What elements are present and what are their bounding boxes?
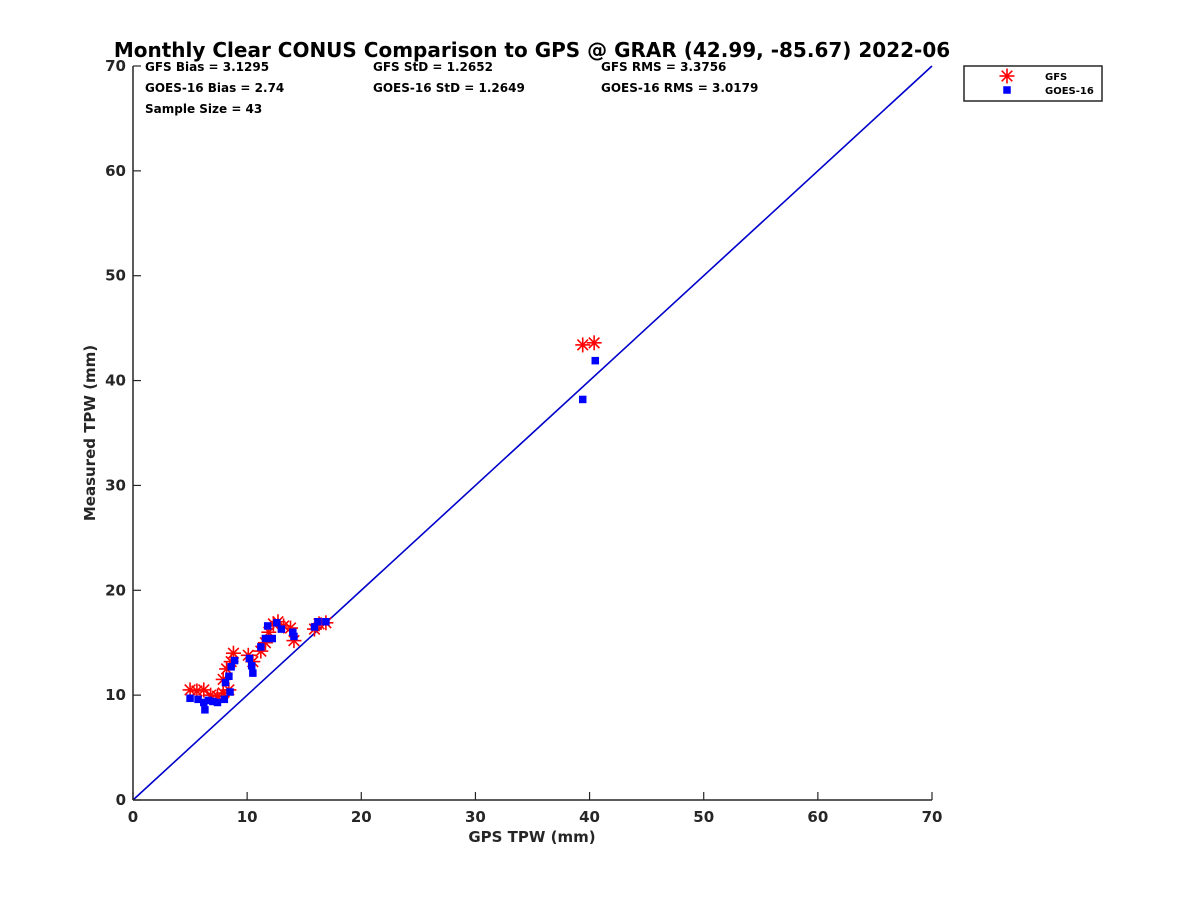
x-tick-label: 10 [237, 808, 258, 826]
goes16-point [221, 678, 230, 687]
goes16-point [322, 617, 330, 626]
gfs-point [196, 682, 212, 698]
x-tick-label: 40 [579, 808, 600, 826]
stat-text: GFS Bias = 3.1295 [145, 60, 269, 74]
goes16-point [200, 698, 208, 707]
series-goes-16 [186, 356, 600, 714]
plot-area [132, 65, 933, 801]
x-tick-label: 30 [465, 808, 486, 826]
y-axis-label: Measured TPW (mm) [81, 345, 99, 521]
goes16-point [290, 632, 298, 641]
goes16-point [220, 695, 229, 704]
goes16-point [227, 663, 235, 671]
goes16-point [226, 688, 234, 696]
stat-text: GOES-16 RMS = 3.0179 [601, 81, 758, 95]
stats-block: GFS Bias = 3.1295 GFS StD = 1.2652 GFS RMS… [145, 60, 758, 116]
chart-title: Monthly Clear CONUS Comparison to GPS @ … [114, 38, 950, 62]
stat-text: GFS StD = 1.2652 [373, 60, 493, 74]
series-gfs [182, 335, 602, 704]
goes16-point [230, 656, 239, 665]
legend-gfs-marker [999, 68, 1015, 84]
y-tick-label: 20 [105, 581, 126, 599]
stat-text: GOES-16 StD = 1.2649 [373, 81, 525, 95]
y-tick-label: 0 [116, 791, 126, 809]
goes16-point [186, 694, 194, 703]
goes16-point [245, 654, 254, 663]
goes16-point [310, 623, 319, 631]
y-tick-label: 40 [105, 372, 126, 390]
goes16-point [225, 672, 233, 681]
goes16-point [213, 698, 222, 707]
legend: GFS GOES-16 [963, 65, 1103, 102]
y-tick-label: 50 [105, 267, 126, 285]
legend-goes16-marker [1003, 86, 1011, 94]
x-axis-label: GPS TPW (mm) [468, 828, 595, 846]
goes16-point [261, 634, 270, 643]
goes16-point [263, 622, 272, 630]
gfs-point [575, 337, 591, 353]
goes16-point [201, 706, 209, 714]
y-tick-label: 70 [105, 57, 126, 75]
x-tick-label: 0 [128, 808, 138, 826]
goes16-point [277, 625, 286, 633]
x-tick-label: 70 [922, 808, 943, 826]
y-tick-label: 60 [105, 162, 126, 180]
stat-text: GOES-16 Bias = 2.74 [145, 81, 284, 95]
y-tick-label: 30 [105, 476, 126, 494]
goes16-point [209, 697, 217, 706]
goes16-point [314, 617, 322, 626]
goes16-point [247, 662, 256, 670]
legend-gfs-label: GFS [1045, 72, 1067, 83]
y-tick-label: 10 [105, 686, 126, 704]
goes16-point [204, 696, 213, 705]
stat-text: GFS RMS = 3.3756 [601, 60, 726, 74]
goes16-point [591, 356, 600, 365]
reference-line-1to1 [132, 65, 933, 801]
goes16-point [257, 643, 265, 651]
legend-goes16-label: GOES-16 [1045, 86, 1094, 97]
goes16-point [249, 669, 257, 677]
axes: 0 10 20 30 40 50 60 70 0 10 20 30 40 50 60 70 [105, 57, 942, 826]
goes16-point [578, 395, 587, 404]
goes16-point [289, 628, 297, 636]
x-tick-label: 50 [693, 808, 714, 826]
goes16-point [268, 634, 277, 643]
goes16-point [194, 695, 202, 704]
stat-text: Sample Size = 43 [145, 102, 262, 116]
goes16-point [273, 619, 281, 627]
x-tick-label: 60 [807, 808, 828, 826]
x-tick-label: 20 [351, 808, 372, 826]
legend-box [963, 65, 1103, 102]
gfs-point [586, 335, 602, 351]
